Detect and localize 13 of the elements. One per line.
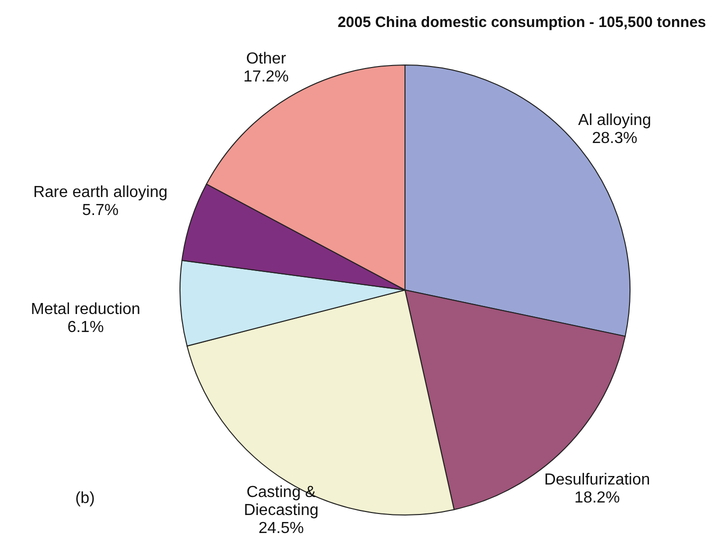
slice-label: Other (246, 50, 287, 68)
data-label: 24.5% (258, 520, 304, 538)
slice-label: Al alloying (578, 112, 652, 129)
chart-title: 2005 China domestic consumption - 105,500 tonnes (338, 14, 706, 31)
slice-label: Metal reduction (30, 301, 140, 318)
text: (b) (75, 490, 95, 507)
slice-label: Desulfurization (544, 472, 650, 489)
data-label: 6.1% (67, 319, 104, 336)
slice-label: Rare earth alloying (33, 184, 168, 202)
data-label: 17.2% (243, 68, 289, 86)
data-label: 5.7% (82, 202, 119, 220)
data-label: 28.3% (592, 130, 638, 147)
data-label: 18.2% (574, 490, 620, 507)
